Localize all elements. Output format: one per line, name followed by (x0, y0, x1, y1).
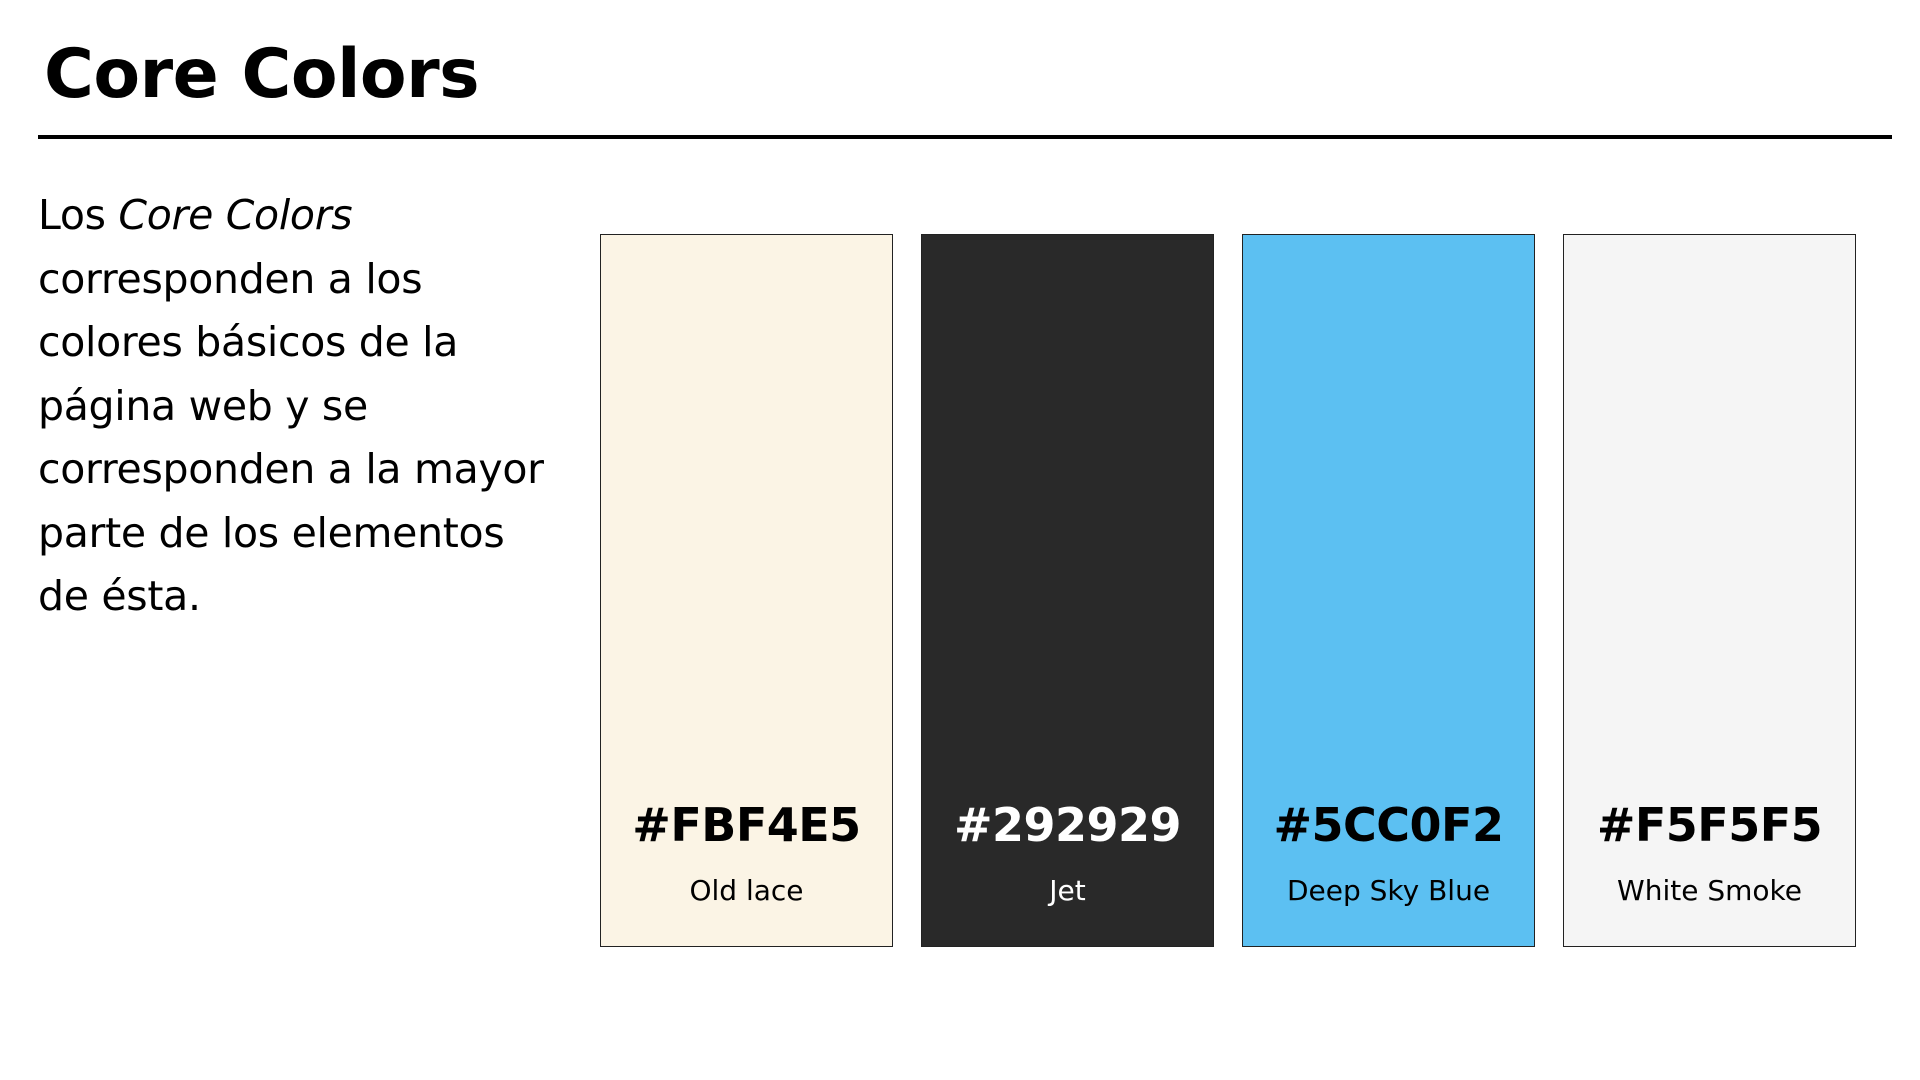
swatch-white-smoke: #F5F5F5 White Smoke (1563, 234, 1856, 947)
swatch-hex-code: #5CC0F2 (1273, 798, 1504, 852)
swatch-hex-code: #292929 (953, 798, 1182, 852)
description-text: Los Core Colors corresponden a los color… (38, 184, 558, 629)
swatch-deep-sky-blue: #5CC0F2 Deep Sky Blue (1242, 234, 1535, 947)
description-emphasis: Core Colors (118, 191, 353, 239)
description-prefix: Los (38, 191, 119, 239)
page-title: Core Colors (44, 35, 480, 114)
title-divider (38, 135, 1892, 139)
swatch-jet: #292929 Jet (921, 234, 1214, 947)
swatch-color-name: White Smoke (1617, 874, 1802, 907)
swatch-hex-code: #FBF4E5 (632, 798, 861, 852)
swatch-hex-code: #F5F5F5 (1596, 798, 1823, 852)
color-swatches: #FBF4E5 Old lace #292929 Jet #5CC0F2 Dee… (600, 234, 1856, 947)
description-suffix: corresponden a los colores básicos de la… (38, 254, 544, 621)
swatch-old-lace: #FBF4E5 Old lace (600, 234, 893, 947)
swatch-color-name: Deep Sky Blue (1286, 874, 1491, 907)
swatch-color-name: Jet (1049, 874, 1086, 907)
swatch-color-name: Old lace (689, 874, 804, 907)
